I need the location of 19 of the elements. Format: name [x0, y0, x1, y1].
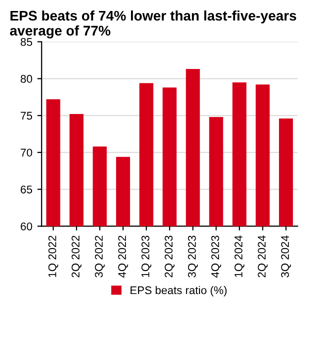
x-tick-label: 1Q 2023	[141, 236, 152, 278]
x-tick-label: 4Q 2023	[211, 236, 222, 278]
x-tick-label: 2Q 2023	[164, 236, 175, 278]
y-tick-label: 75	[20, 112, 32, 120]
y-tick-label: 85	[20, 38, 32, 46]
x-tick-label: 3Q 2024	[281, 236, 291, 278]
x-tick-label: 3Q 2022	[94, 236, 105, 278]
x-tick-label: 2Q 2024	[258, 236, 268, 278]
y-tick-label: 80	[20, 74, 32, 83]
x-tick-label: 2Q 2022	[72, 236, 82, 278]
x-tick-label: 1Q 2022	[48, 236, 58, 278]
legend-label: EPS beats ratio (%)	[130, 286, 227, 296]
y-tick-label: 70	[20, 148, 32, 157]
y-tick-label: 65	[20, 186, 32, 194]
y-tick-label: 60	[20, 222, 32, 230]
x-tick-label: 3Q 2023	[188, 236, 198, 278]
x-tick-label: 4Q 2022	[118, 236, 128, 278]
chart-title: EPS beats of 74% lower than last-five-years average of 77%	[10, 10, 296, 38]
x-tick-label: 1Q 2024	[234, 236, 244, 278]
